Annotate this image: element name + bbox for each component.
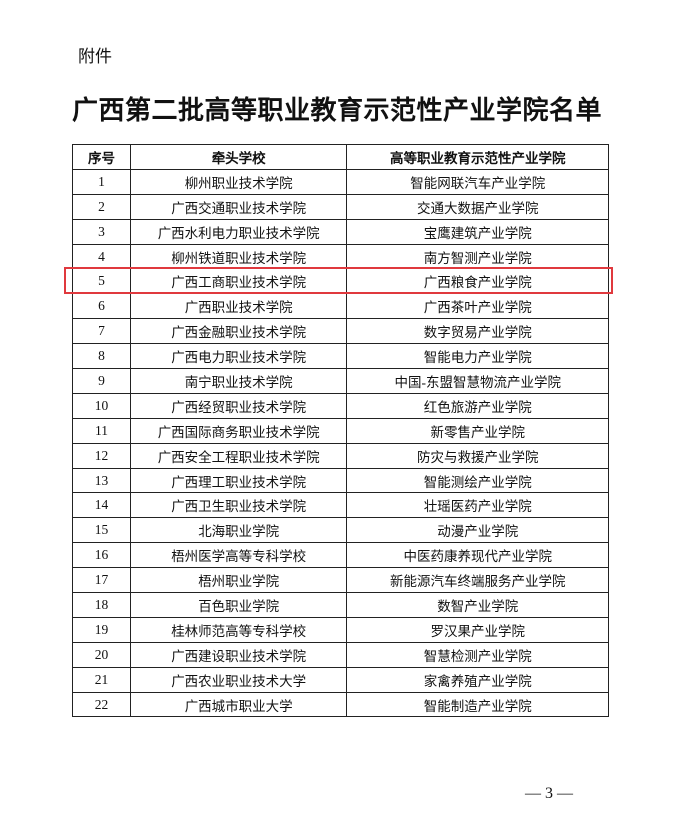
cell-industry-college: 红色旅游产业学院 bbox=[346, 392, 609, 419]
cell-index: 13 bbox=[72, 467, 131, 494]
table-row: 10 广西经贸职业技术学院 红色旅游产业学院 bbox=[72, 392, 609, 419]
cell-industry-college: 智能制造产业学院 bbox=[346, 691, 609, 718]
cell-industry-college: 新能源汽车终端服务产业学院 bbox=[346, 567, 609, 594]
cell-index: 3 bbox=[72, 218, 131, 245]
cell-industry-college: 数智产业学院 bbox=[346, 592, 609, 618]
cell-lead-school: 广西农业职业技术大学 bbox=[129, 666, 348, 693]
cell-index: 4 bbox=[72, 243, 131, 270]
cell-lead-school: 广西城市职业大学 bbox=[129, 691, 348, 718]
cell-lead-school: 广西水利电力职业技术学院 bbox=[129, 218, 348, 245]
attachment-label: 附件 bbox=[78, 47, 112, 66]
table-row: 21 广西农业职业技术大学 家禽养殖产业学院 bbox=[72, 666, 609, 693]
college-list-table: 序号 牵头学校 高等职业教育示范性产业学院 1 柳州职业技术学院 智能网联汽车产业学… bbox=[72, 144, 609, 718]
table-row: 17 梧州职业学院 新能源汽车终端服务产业学院 bbox=[72, 567, 609, 594]
cell-lead-school: 广西金融职业技术学院 bbox=[129, 318, 348, 345]
cell-industry-college: 家禽养殖产业学院 bbox=[346, 666, 609, 693]
table-row: 3 广西水利电力职业技术学院 宝鹰建筑产业学院 bbox=[72, 218, 609, 245]
cell-index: 20 bbox=[72, 641, 131, 668]
table-row: 14 广西卫生职业技术学院 壮瑶医药产业学院 bbox=[72, 492, 609, 519]
cell-index: 11 bbox=[72, 417, 131, 444]
cell-lead-school: 广西工商职业技术学院 bbox=[129, 268, 348, 295]
cell-index: 9 bbox=[72, 368, 131, 394]
cell-industry-college: 广西茶叶产业学院 bbox=[346, 293, 609, 320]
table-row: 1 柳州职业技术学院 智能网联汽车产业学院 bbox=[72, 168, 609, 195]
cell-index: 7 bbox=[72, 318, 131, 345]
cell-index: 10 bbox=[72, 392, 131, 419]
cell-lead-school: 百色职业学院 bbox=[129, 592, 348, 618]
cell-index: 12 bbox=[72, 442, 131, 469]
table-row: 16 梧州医学高等专科学校 中医药康养现代产业学院 bbox=[72, 542, 609, 569]
cell-industry-college: 壮瑶医药产业学院 bbox=[346, 492, 609, 519]
header-index: 序号 bbox=[72, 144, 131, 170]
table-header-row: 序号 牵头学校 高等职业教育示范性产业学院 bbox=[72, 144, 609, 170]
cell-lead-school: 广西安全工程职业技术学院 bbox=[129, 442, 348, 469]
cell-index: 21 bbox=[72, 666, 131, 693]
document-title: 广西第二批高等职业教育示范性产业学院名单 bbox=[71, 96, 602, 125]
cell-index: 15 bbox=[72, 517, 131, 544]
cell-index: 6 bbox=[72, 293, 131, 320]
cell-industry-college: 防灾与救援产业学院 bbox=[346, 442, 609, 469]
table-row: 11 广西国际商务职业技术学院 新零售产业学院 bbox=[72, 417, 609, 444]
cell-lead-school: 广西交通职业技术学院 bbox=[129, 193, 348, 220]
cell-industry-college: 中国-东盟智慧物流产业学院 bbox=[346, 368, 609, 394]
cell-lead-school: 广西卫生职业技术学院 bbox=[129, 492, 348, 519]
cell-lead-school: 南宁职业技术学院 bbox=[129, 368, 348, 394]
table-row: 13 广西理工职业技术学院 智能测绘产业学院 bbox=[72, 467, 609, 494]
cell-index: 1 bbox=[72, 168, 131, 195]
cell-lead-school: 广西职业技术学院 bbox=[129, 293, 348, 320]
cell-industry-college: 宝鹰建筑产业学院 bbox=[346, 218, 609, 245]
cell-industry-college: 南方智测产业学院 bbox=[346, 243, 609, 270]
cell-industry-college: 新零售产业学院 bbox=[346, 417, 609, 444]
cell-lead-school: 柳州铁道职业技术学院 bbox=[129, 243, 348, 270]
cell-lead-school: 广西国际商务职业技术学院 bbox=[129, 417, 348, 444]
cell-industry-college: 罗汉果产业学院 bbox=[346, 616, 609, 643]
header-lead-school: 牵头学校 bbox=[129, 144, 348, 170]
table-row: 5 广西工商职业技术学院 广西粮食产业学院 bbox=[72, 268, 609, 295]
table-row: 9 南宁职业技术学院 中国-东盟智慧物流产业学院 bbox=[72, 368, 609, 394]
cell-lead-school: 广西电力职业技术学院 bbox=[129, 343, 348, 370]
cell-industry-college: 广西粮食产业学院 bbox=[346, 268, 609, 295]
cell-industry-college: 智能电力产业学院 bbox=[346, 343, 609, 370]
cell-industry-college: 动漫产业学院 bbox=[346, 517, 609, 544]
cell-industry-college: 数字贸易产业学院 bbox=[346, 318, 609, 345]
cell-industry-college: 中医药康养现代产业学院 bbox=[346, 542, 609, 569]
page-number: — 3 — bbox=[525, 785, 573, 802]
cell-index: 18 bbox=[72, 592, 131, 618]
table-row: 18 百色职业学院 数智产业学院 bbox=[72, 592, 609, 618]
cell-index: 17 bbox=[72, 567, 131, 594]
cell-lead-school: 北海职业学院 bbox=[129, 517, 348, 544]
cell-lead-school: 广西理工职业技术学院 bbox=[129, 467, 348, 494]
table-row: 2 广西交通职业技术学院 交通大数据产业学院 bbox=[72, 193, 609, 220]
cell-lead-school: 桂林师范高等专科学校 bbox=[129, 616, 348, 643]
header-industry-college: 高等职业教育示范性产业学院 bbox=[346, 144, 609, 170]
table-row: 20 广西建设职业技术学院 智慧检测产业学院 bbox=[72, 641, 609, 668]
cell-industry-college: 智慧检测产业学院 bbox=[346, 641, 609, 668]
table-row: 7 广西金融职业技术学院 数字贸易产业学院 bbox=[72, 318, 609, 345]
cell-lead-school: 广西经贸职业技术学院 bbox=[129, 392, 348, 419]
table-row: 19 桂林师范高等专科学校 罗汉果产业学院 bbox=[72, 616, 609, 643]
cell-index: 2 bbox=[72, 193, 131, 220]
cell-index: 16 bbox=[72, 542, 131, 569]
cell-lead-school: 广西建设职业技术学院 bbox=[129, 641, 348, 668]
cell-index: 14 bbox=[72, 492, 131, 519]
table-row: 15 北海职业学院 动漫产业学院 bbox=[72, 517, 609, 544]
cell-index: 8 bbox=[72, 343, 131, 370]
cell-lead-school: 柳州职业技术学院 bbox=[129, 168, 348, 195]
cell-index: 22 bbox=[72, 691, 131, 718]
cell-index: 19 bbox=[72, 616, 131, 643]
table-row: 4 柳州铁道职业技术学院 南方智测产业学院 bbox=[72, 243, 609, 270]
table-row: 8 广西电力职业技术学院 智能电力产业学院 bbox=[72, 343, 609, 370]
table-row: 12 广西安全工程职业技术学院 防灾与救援产业学院 bbox=[72, 442, 609, 469]
cell-lead-school: 梧州医学高等专科学校 bbox=[129, 542, 348, 569]
table-row: 6 广西职业技术学院 广西茶叶产业学院 bbox=[72, 293, 609, 320]
cell-industry-college: 智能测绘产业学院 bbox=[346, 467, 609, 494]
cell-industry-college: 交通大数据产业学院 bbox=[346, 193, 609, 220]
cell-lead-school: 梧州职业学院 bbox=[129, 567, 348, 594]
cell-index: 5 bbox=[72, 268, 131, 295]
table-row: 22 广西城市职业大学 智能制造产业学院 bbox=[72, 691, 609, 718]
cell-industry-college: 智能网联汽车产业学院 bbox=[346, 168, 609, 195]
